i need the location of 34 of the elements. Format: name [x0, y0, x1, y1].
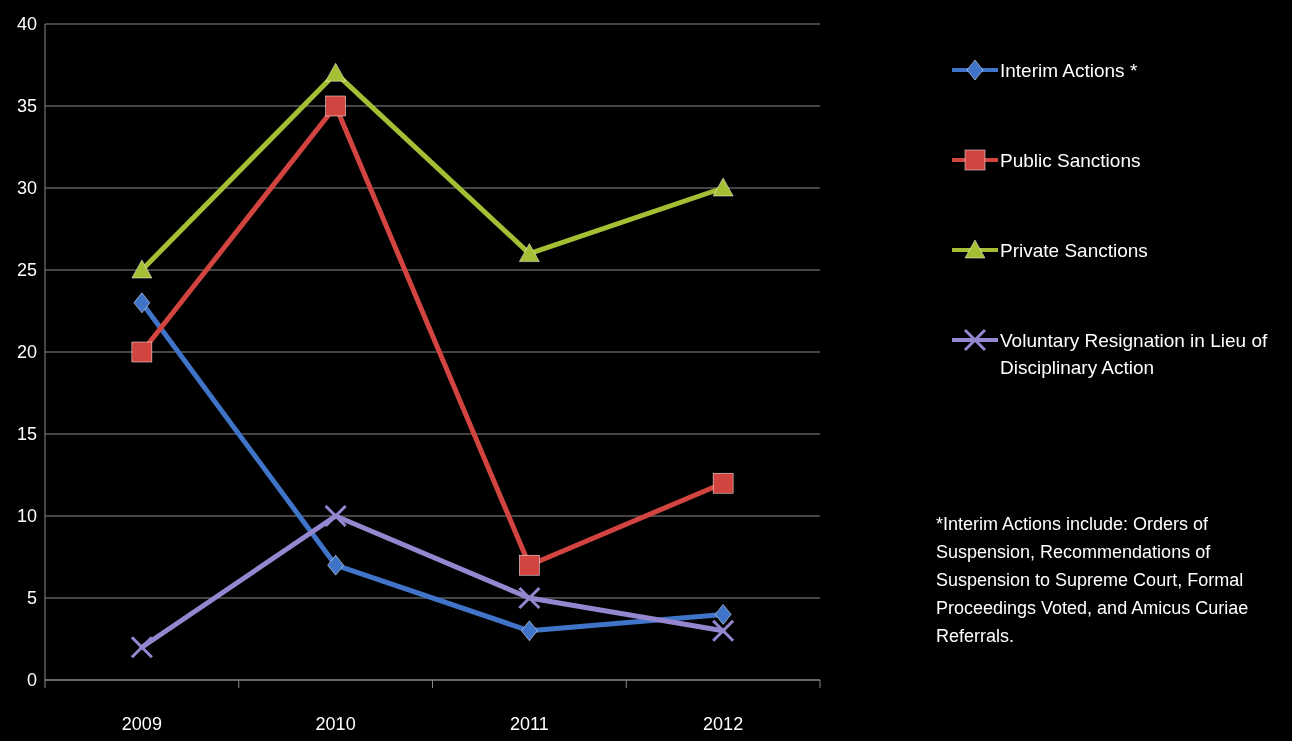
y-tick-label: 0: [26, 670, 37, 691]
y-tick-label: 25: [16, 260, 37, 281]
point: [130, 635, 154, 659]
point: [324, 504, 348, 528]
point: [714, 604, 732, 625]
legend-label: Public Sanctions: [1000, 149, 1141, 171]
text: *Interim Actions include: Orders of Suspension, Recommendations of Suspension to Supreme Court, Formal Proceedings Voted, and Amicus Curiae Referrals.: [936, 514, 1249, 646]
point: [519, 554, 540, 576]
x-tick-label: 2012: [703, 714, 744, 734]
y-tick-label: 40: [16, 14, 37, 35]
point: [712, 177, 734, 197]
point: [131, 341, 153, 363]
y-tick-label: 30: [16, 178, 37, 199]
point: [712, 472, 734, 494]
x-tick-label: 2011: [510, 714, 549, 734]
point: [711, 619, 735, 643]
point: [133, 292, 151, 314]
point: [325, 95, 346, 117]
x-tick-label: 2009: [121, 714, 162, 734]
point: [521, 620, 538, 642]
legend-label: Interim Actions *: [1000, 59, 1138, 81]
legend-label: Voluntary Resignation in Lieu of Disciplinary Action: [1000, 329, 1268, 379]
x-tick-label: 2010: [315, 714, 356, 734]
point: [327, 554, 344, 576]
point: [519, 243, 540, 262]
y-tick-label: 35: [16, 96, 37, 117]
y-tick-label: 10: [16, 506, 37, 527]
y-tick-label: 5: [26, 588, 37, 609]
y-tick-label: 15: [16, 424, 37, 445]
point: [517, 586, 541, 610]
legend-label: Private Sanctions: [1000, 239, 1148, 261]
point: [325, 62, 346, 82]
y-tick-label: 20: [16, 342, 37, 363]
point: [131, 259, 153, 279]
